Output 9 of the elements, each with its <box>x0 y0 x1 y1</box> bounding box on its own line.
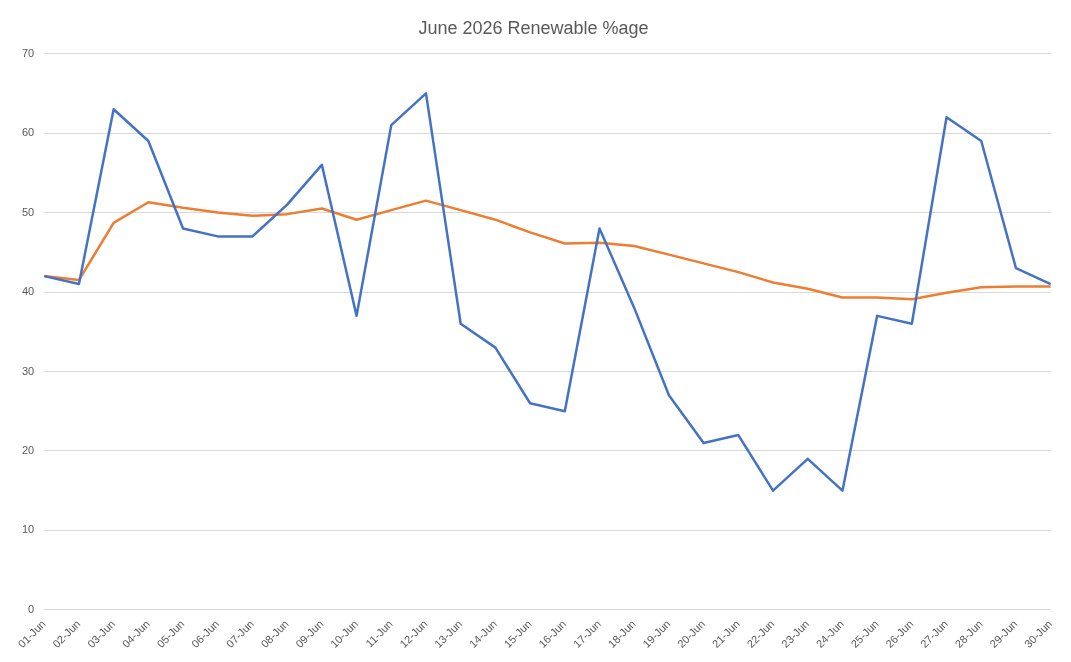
y-tick-label: 0 <box>28 602 35 615</box>
y-tick-label: 40 <box>21 285 35 298</box>
y-tick-label: 60 <box>21 126 35 139</box>
y-tick-label: 10 <box>21 523 35 536</box>
y-tick-label: 20 <box>21 443 35 456</box>
y-tick-label: 70 <box>21 46 35 59</box>
chart-title: June 2026 Renewable %age <box>418 17 649 38</box>
y-tick-label: 50 <box>21 205 35 218</box>
y-tick-label: 30 <box>21 364 35 377</box>
